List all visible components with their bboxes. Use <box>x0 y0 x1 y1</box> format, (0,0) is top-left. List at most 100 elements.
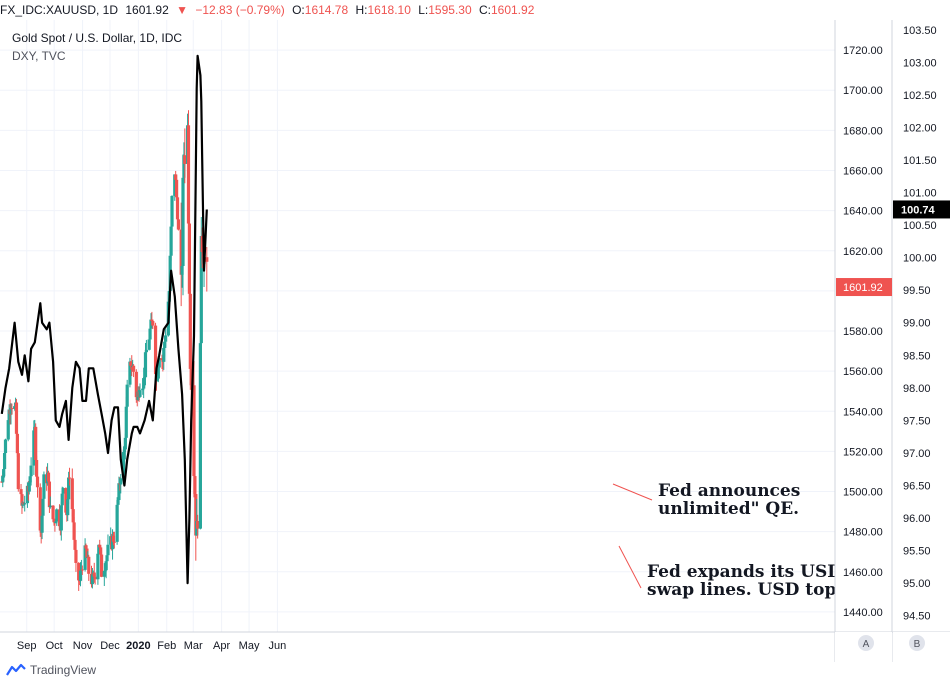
candle <box>20 489 24 514</box>
candle <box>112 531 116 549</box>
candle <box>176 211 181 231</box>
candle <box>188 260 192 390</box>
candle <box>162 344 166 370</box>
candle <box>117 476 121 504</box>
symbol-header: FX_IDC:XAUUSD, 1D 1601.92 ▼ −12.83 (−0.7… <box>0 0 950 20</box>
symbol-label[interactable]: FX_IDC:XAUUSD, 1D <box>0 3 119 17</box>
legend-overlay: DXY, TVC <box>12 49 66 63</box>
dxy-last-badge <box>893 200 950 219</box>
price-tick-label: 1580.00 <box>843 326 883 338</box>
dxy-tick-label: 97.00 <box>903 448 931 460</box>
candle <box>179 202 183 307</box>
open-label: O: <box>292 3 305 17</box>
candle <box>3 438 8 459</box>
candle <box>15 430 19 457</box>
price-tick-label: 1700.00 <box>843 85 883 97</box>
candle <box>70 468 74 517</box>
time-tick-label: Oct <box>46 640 63 652</box>
low-label: L: <box>418 3 429 17</box>
candle <box>96 549 100 585</box>
candle <box>183 128 187 184</box>
price-last-badge <box>836 278 892 297</box>
candle <box>42 471 46 500</box>
candle <box>116 498 120 513</box>
candle <box>61 487 65 504</box>
high-value: 1618.10 <box>367 3 411 17</box>
candle <box>67 471 71 504</box>
open-value: 1614.78 <box>304 3 349 17</box>
tradingview-brand[interactable]: TradingView <box>6 663 96 677</box>
last-price: 1601.92 <box>125 3 169 17</box>
candle <box>142 377 147 388</box>
candle <box>205 246 209 292</box>
candle <box>2 449 7 478</box>
candle <box>16 443 20 492</box>
candle <box>80 565 84 575</box>
time-tick-label: May <box>239 640 260 652</box>
candle <box>102 563 106 587</box>
candle <box>23 495 27 512</box>
candle <box>119 474 123 494</box>
annotation-swap-line1: Fed expands its USD <box>647 562 842 582</box>
candle <box>83 538 87 572</box>
change-arrow: ▼ <box>176 3 188 17</box>
time-tick-label: 2020 <box>126 640 150 652</box>
candle <box>106 534 110 560</box>
price-tick-label: 1460.00 <box>843 567 883 579</box>
candle <box>193 447 197 498</box>
price-chart[interactable]: Gold Spot / U.S. Dollar, 1D, IDC DXY, TV… <box>0 20 950 662</box>
dxy-tick-label: 101.50 <box>903 155 937 167</box>
candle <box>151 319 155 330</box>
candle <box>99 550 104 578</box>
candle <box>175 188 180 224</box>
gold-candles <box>0 110 209 591</box>
chart-grid <box>0 20 835 632</box>
candle <box>198 342 202 530</box>
annotation-qe-line2: unlimited" QE. <box>658 499 799 519</box>
candle <box>104 558 108 579</box>
dxy-tick-label: 94.50 <box>903 611 931 623</box>
dxy-tick-label: 102.00 <box>903 122 937 134</box>
candle <box>129 361 133 370</box>
axes: 1720.00 1700.00 1680.00 1660.00 1640.00 1620.… <box>0 20 950 662</box>
candle <box>181 154 185 296</box>
candle <box>93 574 97 585</box>
dxy-tick-label: 103.50 <box>903 25 937 37</box>
dxy-tick-label: 103.00 <box>903 57 937 69</box>
dxy-tick-label: 101.00 <box>903 188 937 200</box>
dxy-line <box>0 54 208 585</box>
candle <box>47 481 52 513</box>
time-tick-label: Sep <box>17 640 37 652</box>
time-tick-label: Dec <box>100 640 120 652</box>
price-tick-label: 1500.00 <box>843 487 883 499</box>
dxy-tick-label: 100.50 <box>903 220 937 232</box>
time-tick-label: Mar <box>184 640 203 652</box>
legend-main: Gold Spot / U.S. Dollar, 1D, IDC <box>12 31 182 45</box>
price-tick-label: 1480.00 <box>843 527 883 539</box>
price-tick-label: 1640.00 <box>843 206 883 218</box>
candle <box>38 483 42 537</box>
candle <box>67 467 72 486</box>
candle <box>41 497 45 525</box>
scale-b-button[interactable] <box>909 635 925 651</box>
dxy-tick-label: 97.50 <box>903 415 931 427</box>
annotation-swap-line2: swap lines. USD tops. <box>647 580 852 600</box>
time-tick-label: Feb <box>157 640 176 652</box>
scale-b-label: B <box>914 639 921 650</box>
annotation-qe-pointer <box>612 483 653 501</box>
scale-a-label: A <box>863 639 870 650</box>
candle <box>46 470 51 482</box>
candle <box>164 328 168 347</box>
candle <box>186 110 191 237</box>
candle <box>29 457 33 486</box>
dxy-tick-label: 98.50 <box>903 350 931 362</box>
scale-a-button[interactable] <box>858 635 874 651</box>
candle <box>77 562 81 591</box>
price-tick-label: 1560.00 <box>843 366 883 378</box>
candle <box>55 508 59 526</box>
candle <box>187 206 192 302</box>
dxy-tick-label: 100.00 <box>903 253 937 265</box>
candle <box>35 473 40 498</box>
dxy-tick-label: 99.00 <box>903 318 931 330</box>
candle <box>169 225 173 261</box>
